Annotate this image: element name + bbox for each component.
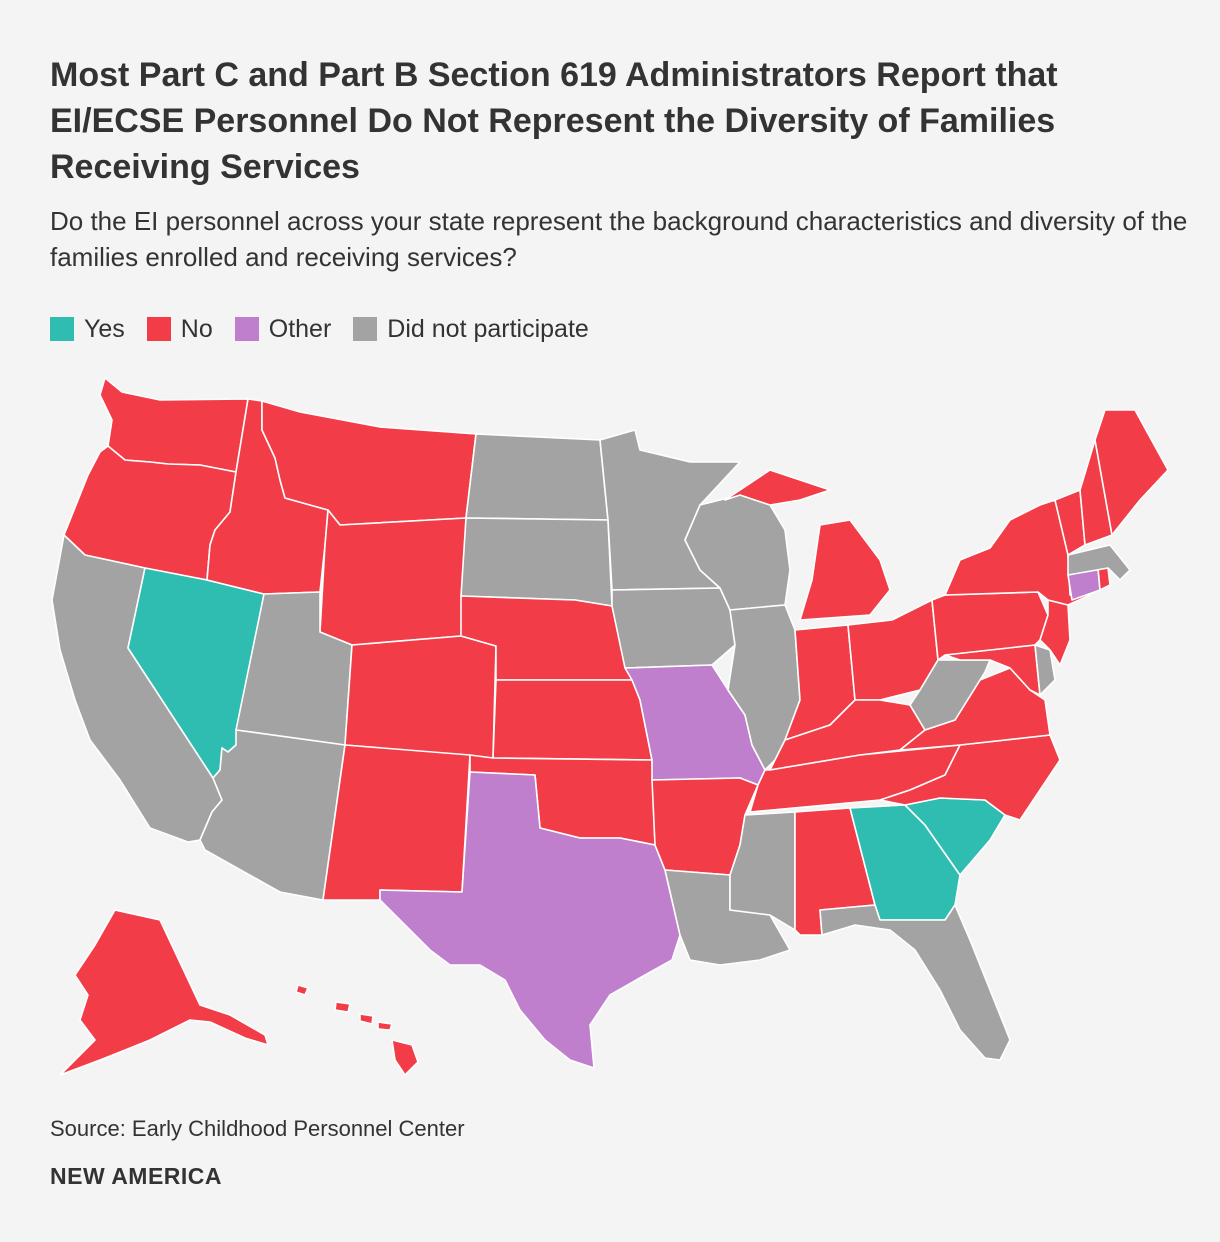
state-sd [460, 517, 613, 607]
us-states-map [51, 377, 1169, 1076]
legend-swatch-yes [50, 317, 74, 341]
state-ak [59, 909, 269, 1076]
legend-label-did-not-participate: Did not participate [387, 314, 589, 343]
state-hi [295, 984, 419, 1076]
state-tx [379, 771, 681, 1069]
brand-logo-text: NEW AMERICA [50, 1163, 223, 1189]
legend-swatch-did-not-participate [353, 317, 378, 341]
legend-label-other: Other [268, 314, 332, 343]
source-note: Source: Early Childhood Personnel Center [50, 1116, 465, 1141]
state-nm [322, 744, 471, 901]
state-me [1094, 409, 1169, 536]
legend-item-no: No [146, 314, 213, 344]
state-ri [1097, 567, 1111, 591]
state-wy [319, 509, 467, 646]
state-co [344, 635, 497, 759]
legend-label-no: No [180, 314, 213, 343]
legend-swatch-other [234, 317, 259, 341]
legend-item-yes: Yes [50, 315, 125, 344]
legend-swatch-no [146, 317, 171, 341]
legend-item-did-not-participate: Did not participate [353, 315, 589, 344]
state-mi [724, 469, 891, 621]
legend-label-yes: Yes [84, 314, 125, 343]
legend: Yes No Other Did not participate [50, 312, 611, 346]
state-nd [465, 433, 609, 521]
state-fl [819, 904, 1011, 1061]
state-az [199, 729, 346, 901]
state-ma [1067, 544, 1131, 581]
state-ks [492, 679, 653, 761]
state-nc [879, 734, 1061, 821]
legend-item-other: Other [234, 314, 332, 344]
chart-title: Most Part C and Part B Section 619 Admin… [50, 56, 1058, 186]
state-de [1034, 644, 1056, 696]
state-nj [1039, 599, 1071, 666]
chart-subtitle: Do the EI personnel across your state re… [50, 206, 1188, 272]
state-ia [611, 587, 736, 669]
state-il [727, 604, 801, 771]
